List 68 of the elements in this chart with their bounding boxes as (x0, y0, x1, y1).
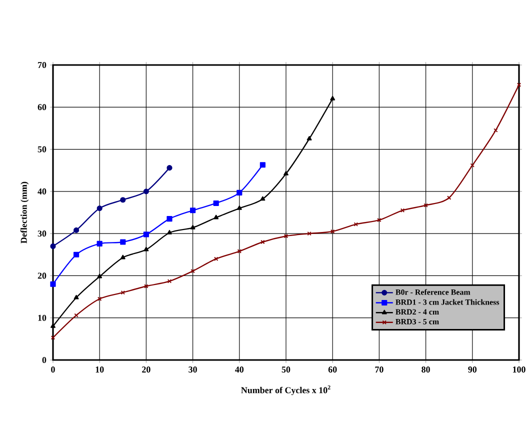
x-tick-label: 50 (282, 366, 290, 373)
point (330, 229, 335, 234)
x-tick-label: 100 (513, 366, 526, 373)
point (190, 268, 195, 274)
point (74, 294, 79, 300)
x-tick-label: 90 (468, 366, 477, 373)
point (306, 136, 312, 140)
point (260, 162, 266, 168)
point (470, 163, 475, 168)
y-axis-title: Deflection (mm) (20, 182, 29, 244)
x-axis-title: Number of Cycles x 10$^{2}$ (241, 385, 330, 396)
point (143, 232, 149, 238)
x-tick-label: 10 (96, 366, 104, 373)
point (74, 227, 80, 233)
point (143, 188, 149, 194)
point (144, 284, 148, 288)
point (236, 190, 242, 196)
point (494, 128, 498, 132)
point (97, 296, 102, 302)
y-tick-label: 30 (38, 230, 46, 237)
point (424, 203, 428, 208)
point (354, 222, 358, 226)
x-tick-label: 70 (375, 366, 384, 373)
point (446, 196, 452, 200)
point (377, 218, 382, 222)
point (74, 313, 78, 318)
point (120, 239, 126, 245)
point (166, 165, 172, 171)
point (167, 230, 172, 234)
y-tick-label: 40 (38, 188, 46, 194)
point (236, 205, 242, 210)
point (284, 170, 288, 176)
point (307, 231, 312, 236)
x-tick-label: 40 (235, 366, 244, 373)
y-tick-label: 50 (38, 146, 46, 152)
point (190, 224, 196, 230)
point (120, 290, 126, 295)
x-tick-label: 60 (328, 366, 337, 373)
point (50, 243, 56, 250)
point (190, 208, 196, 214)
point (260, 240, 265, 244)
point (213, 200, 219, 206)
point (74, 252, 80, 258)
x-tick-label: 30 (188, 366, 197, 373)
point (120, 197, 126, 203)
y-tick-label: 0 (42, 356, 46, 364)
point (330, 96, 336, 100)
point (214, 256, 218, 261)
point (97, 274, 102, 278)
point (120, 254, 126, 260)
point (237, 249, 242, 254)
y-tick-label: 60 (38, 104, 46, 110)
point (260, 196, 266, 201)
y-tick-label: 20 (38, 272, 46, 279)
point (96, 205, 102, 212)
point (400, 208, 405, 213)
y-tick-label: 70 (38, 62, 46, 68)
point (144, 246, 149, 252)
y-tick-label: 10 (38, 314, 46, 321)
point (50, 281, 56, 287)
point (96, 240, 102, 246)
point (214, 214, 219, 220)
point (284, 234, 288, 238)
x-tick-label: 80 (422, 366, 430, 373)
point (166, 216, 172, 222)
x-tick-label: 0 (51, 366, 55, 373)
point (167, 279, 172, 284)
x-tick-label: 20 (142, 366, 150, 373)
